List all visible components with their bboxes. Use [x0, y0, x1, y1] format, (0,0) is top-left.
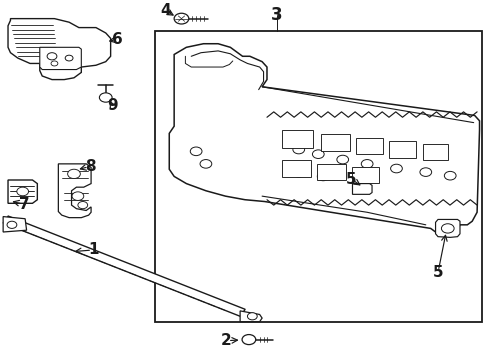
Circle shape: [190, 147, 202, 156]
Circle shape: [200, 159, 212, 168]
Polygon shape: [240, 311, 262, 321]
Polygon shape: [436, 220, 460, 237]
Text: 9: 9: [107, 98, 118, 113]
Circle shape: [72, 192, 84, 201]
Circle shape: [7, 221, 17, 228]
Bar: [155, 31, 482, 321]
Circle shape: [68, 169, 80, 179]
Bar: [423, 144, 448, 160]
Circle shape: [318, 172, 329, 181]
Circle shape: [247, 313, 257, 320]
Bar: [356, 138, 383, 154]
Polygon shape: [40, 47, 81, 69]
Text: 4: 4: [161, 3, 171, 18]
Polygon shape: [8, 19, 111, 80]
Bar: [321, 134, 350, 151]
Circle shape: [391, 164, 402, 173]
Polygon shape: [352, 184, 372, 194]
Circle shape: [313, 150, 324, 158]
Text: 5: 5: [433, 265, 443, 280]
Text: 5: 5: [346, 172, 357, 187]
Circle shape: [47, 53, 57, 60]
Circle shape: [99, 93, 112, 102]
Circle shape: [17, 187, 28, 196]
Polygon shape: [58, 164, 91, 218]
Text: 1: 1: [88, 242, 99, 257]
Circle shape: [78, 202, 88, 209]
Text: 8: 8: [85, 159, 96, 174]
Circle shape: [51, 61, 58, 66]
Bar: [318, 164, 345, 180]
Polygon shape: [8, 180, 37, 203]
Circle shape: [444, 171, 456, 180]
Bar: [282, 160, 311, 177]
Polygon shape: [3, 217, 26, 232]
Polygon shape: [169, 44, 480, 235]
Bar: [352, 167, 379, 183]
Circle shape: [420, 168, 432, 176]
Bar: [389, 141, 416, 158]
Polygon shape: [3, 216, 245, 316]
Circle shape: [293, 168, 305, 177]
Bar: [282, 130, 314, 148]
Text: 7: 7: [19, 197, 29, 212]
Text: 3: 3: [271, 6, 283, 24]
Circle shape: [441, 224, 454, 233]
Text: 2: 2: [221, 333, 232, 348]
Circle shape: [174, 13, 189, 24]
Circle shape: [65, 55, 73, 61]
Circle shape: [293, 145, 305, 154]
Circle shape: [242, 334, 256, 345]
Text: 6: 6: [112, 32, 122, 47]
Circle shape: [337, 155, 348, 164]
Circle shape: [361, 159, 373, 168]
